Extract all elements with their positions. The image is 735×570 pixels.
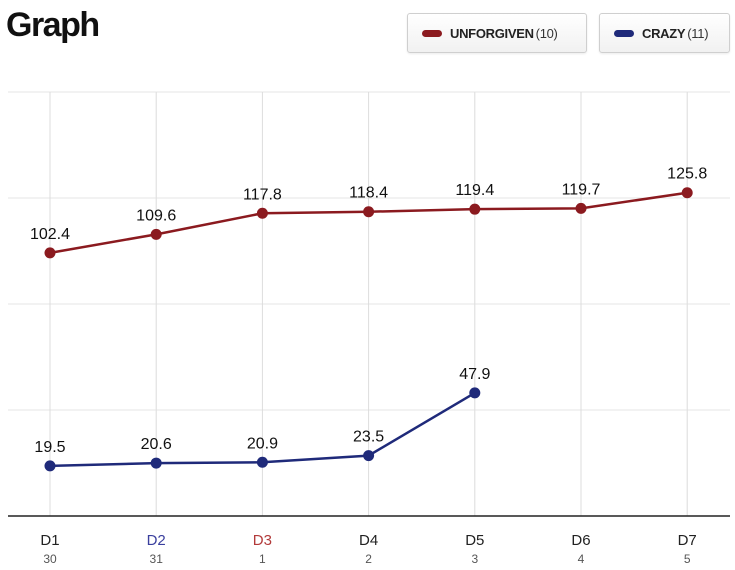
data-point [256,456,268,468]
data-label: 119.4 [455,182,494,199]
data-point [44,460,56,472]
legend-toggle-unforgiven[interactable]: UNFORGIVEN (10) [407,13,587,53]
legend-swatch-unforgiven [422,29,442,37]
data-label: 20.6 [141,436,172,453]
legend-toggle-crazy[interactable]: CRAZY (11) [599,13,730,53]
data-label: 117.8 [243,186,282,203]
data-point [363,450,375,462]
data-label: 47.9 [459,366,490,383]
page-title: Graph [6,6,100,44]
data-label: 118.4 [349,185,388,202]
x-tick-label: D3 [253,532,272,549]
data-point [150,457,162,469]
legend-count: (11) [687,25,709,41]
data-point [363,206,375,218]
x-tick-label: D6 [571,532,590,549]
x-tick-label: D5 [465,532,484,549]
data-label: 20.9 [247,435,278,452]
x-date-label: 30 [43,552,57,566]
legend-label: UNFORGIVEN [450,25,534,41]
legend-swatch-crazy [614,29,634,37]
legend-count: (10) [535,25,558,41]
data-label: 19.5 [34,439,65,456]
data-point [44,247,56,259]
x-date-label: 3 [471,552,478,566]
data-label: 125.8 [667,166,707,183]
data-label: 109.6 [136,207,176,224]
x-date-label: 2 [365,552,372,566]
data-point [150,228,162,240]
data-point [575,202,587,214]
data-point [469,387,481,399]
x-date-label: 1 [259,552,266,566]
x-date-label: 4 [578,552,585,566]
x-tick-label: D1 [40,532,59,549]
data-label: 23.5 [353,429,384,446]
data-point [469,203,481,215]
x-date-label: 31 [150,552,164,566]
x-date-label: 5 [684,552,691,566]
data-point [256,207,268,219]
legend-label: CRAZY [642,25,686,41]
x-tick-label: D2 [147,532,166,549]
data-label: 119.7 [562,181,601,198]
x-tick-label: D7 [678,532,697,549]
x-tick-label: D4 [359,532,378,549]
data-label: 102.4 [30,226,70,243]
data-point [681,187,693,199]
